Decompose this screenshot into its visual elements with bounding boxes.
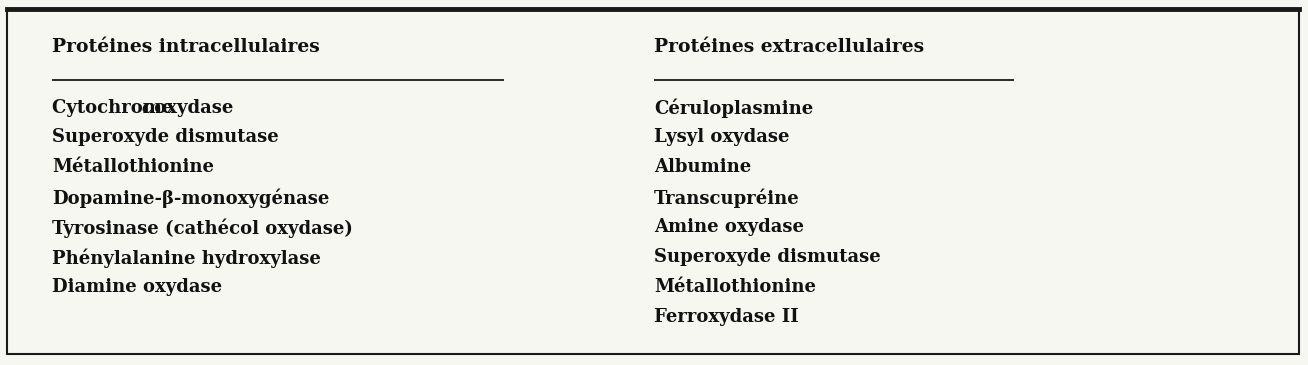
Text: Diamine oxydase: Diamine oxydase [52,278,222,296]
Text: Ferroxydase II: Ferroxydase II [654,308,799,326]
Text: Métallothionine: Métallothionine [52,158,215,176]
Text: Protéines intracellulaires: Protéines intracellulaires [52,38,320,56]
Text: Amine oxydase: Amine oxydase [654,218,804,236]
Text: Cytochrome: Cytochrome [52,99,181,116]
Text: Métallothionine: Métallothionine [654,278,816,296]
Text: Superoxyde dismutase: Superoxyde dismutase [654,248,880,266]
Text: oxydase: oxydase [148,99,233,116]
Text: c: c [141,99,153,116]
Text: Lysyl oxydase: Lysyl oxydase [654,128,790,146]
Text: Protéines extracellulaires: Protéines extracellulaires [654,38,925,56]
Text: Dopamine-β-monoxygénase: Dopamine-β-monoxygénase [52,188,330,208]
Text: Albumine: Albumine [654,158,751,176]
Text: Superoxyde dismutase: Superoxyde dismutase [52,128,279,146]
Text: Transcupréine: Transcupréine [654,188,799,208]
Text: Tyrosinase (cathécol oxydase): Tyrosinase (cathécol oxydase) [52,218,353,238]
Text: Phénylalanine hydroxylase: Phénylalanine hydroxylase [52,248,322,268]
Text: Céruloplasmine: Céruloplasmine [654,99,814,118]
